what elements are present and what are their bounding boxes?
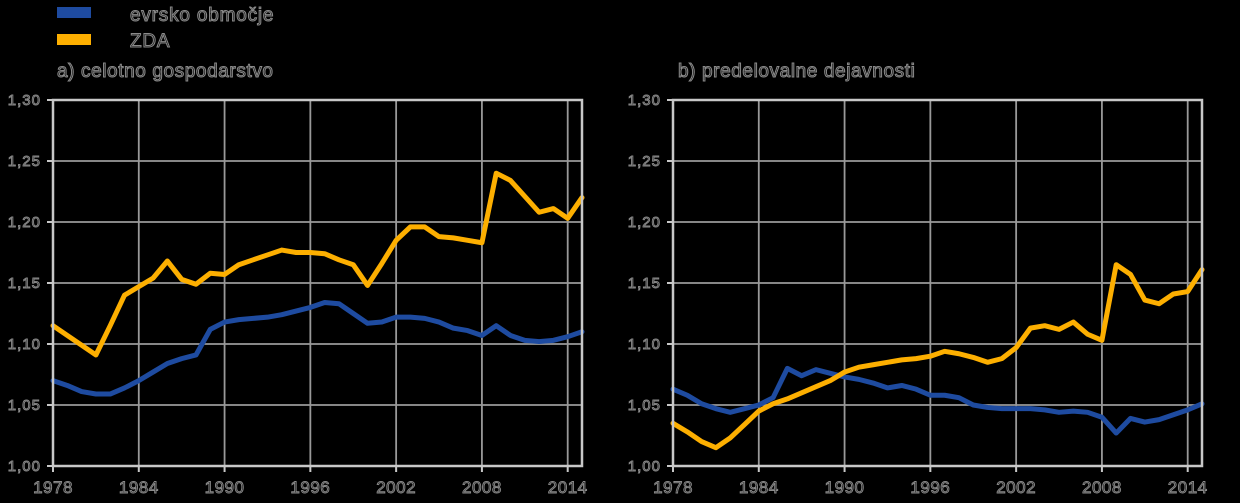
y-tick-label: 1,10 xyxy=(628,336,661,353)
x-tick-label: 1984 xyxy=(739,478,779,497)
y-tick-label: 1,25 xyxy=(8,153,41,170)
y-tick-label: 1,20 xyxy=(8,214,41,231)
x-tick-label: 1990 xyxy=(205,478,245,497)
y-tick-label: 1,30 xyxy=(628,92,661,109)
y-tick-label: 1,10 xyxy=(8,336,41,353)
series-line-zda xyxy=(50,170,585,358)
x-tick-label: 2008 xyxy=(1082,478,1122,497)
y-tick-label: 1,15 xyxy=(628,275,661,292)
plot-border xyxy=(51,98,584,468)
x-tick-label: 1978 xyxy=(33,478,73,497)
series-line-evrsko-obmocje xyxy=(50,300,585,397)
chart-b-title: b) predelovalne dejavnosti xyxy=(677,61,916,83)
y-tick-label: 1,30 xyxy=(8,92,41,109)
series-line-zda xyxy=(670,262,1205,451)
plot-b: 1,00 1,05 1,10 1,15 1,20 1,25 1,30 1978 1984 1990… xyxy=(627,92,1208,498)
legend-label-evrsko-obmocje: evrsko območje xyxy=(129,5,275,27)
legend-swatch-zda xyxy=(57,34,91,45)
x-tick-label: 2008 xyxy=(462,478,502,497)
y-tick-label: 1,05 xyxy=(628,397,661,414)
x-tick-label: 2014 xyxy=(548,478,588,497)
legend-label-zda: ZDA xyxy=(129,31,171,53)
x-tick-label: 2014 xyxy=(1168,478,1208,497)
x-tick-label: 1990 xyxy=(825,478,865,497)
x-tick-label: 1984 xyxy=(119,478,159,497)
plot-border xyxy=(671,98,1204,468)
plot-a: 1,00 1,05 1,10 1,15 1,20 1,25 1,30 1978 1984 1990… xyxy=(7,92,588,498)
y-tick-label: 1,20 xyxy=(628,214,661,231)
x-tick-label: 1996 xyxy=(290,478,330,497)
x-tick-label: 2002 xyxy=(996,478,1036,497)
y-tick-label: 1,00 xyxy=(8,458,41,475)
y-tick-label: 1,05 xyxy=(8,397,41,414)
legend-swatch-evrsko-obmocje xyxy=(57,7,91,18)
x-tick-label: 2002 xyxy=(376,478,416,497)
y-tick-label: 1,00 xyxy=(628,458,661,475)
y-tick-label: 1,15 xyxy=(8,275,41,292)
chart-a-title: a) celotno gospodarstvo xyxy=(57,61,274,83)
x-tick-label: 1978 xyxy=(653,478,693,497)
y-tick-label: 1,25 xyxy=(628,153,661,170)
x-tick-label: 1996 xyxy=(910,478,950,497)
series-line-evrsko-obmocje xyxy=(670,365,1205,436)
